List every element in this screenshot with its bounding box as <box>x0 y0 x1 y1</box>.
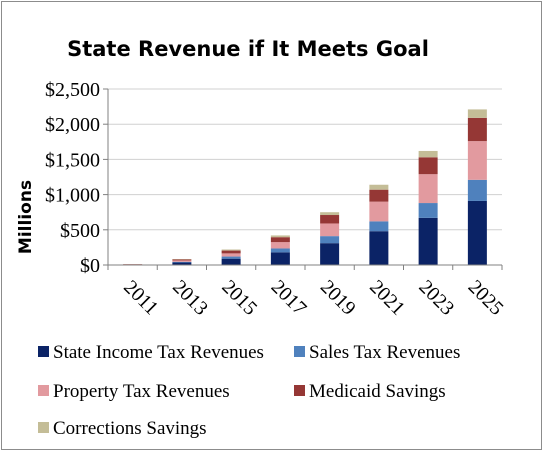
x-tick-label: 2013 <box>168 276 212 320</box>
y-tick-label: $1,500 <box>45 149 100 171</box>
x-tick-label: 2019 <box>316 276 360 320</box>
bar-segment <box>320 215 340 224</box>
legend-swatch <box>38 346 49 357</box>
bar-segment <box>369 231 389 265</box>
bar-segment <box>270 235 290 238</box>
y-tick-label: $500 <box>60 220 100 242</box>
bar-segment <box>221 250 241 254</box>
bar-segment <box>320 223 340 237</box>
x-tick-label: 2017 <box>267 276 311 320</box>
x-tick-label: 2023 <box>414 276 458 320</box>
x-tick-label: 2021 <box>365 276 409 320</box>
y-axis-label: Millions <box>16 180 36 254</box>
axes <box>107 89 502 266</box>
legend-label: Corrections Savings <box>53 418 207 439</box>
y-tick-label: $1,000 <box>45 185 100 207</box>
bar-segment <box>467 200 487 265</box>
bar-segment <box>467 117 487 142</box>
bar-segment <box>467 109 487 118</box>
bar-segment <box>221 256 241 259</box>
bar-segment <box>221 253 241 257</box>
bar-segment <box>270 248 290 253</box>
bar-segment <box>418 217 438 265</box>
bar-segment <box>221 258 241 265</box>
y-tick-label: $2,500 <box>45 79 100 101</box>
bar-segment <box>369 184 389 190</box>
chart-title: State Revenue if It Meets Goal <box>67 37 429 61</box>
legend-label: State Income Tax Revenues <box>53 342 264 363</box>
legend-swatch <box>294 346 305 357</box>
bar-segment <box>172 261 192 263</box>
bar-segment <box>221 249 241 251</box>
y-tick-label: $2,000 <box>45 114 100 136</box>
legend-label: Sales Tax Revenues <box>309 342 460 363</box>
bar-segment <box>369 189 389 202</box>
bar-segment <box>467 179 487 201</box>
bars <box>123 109 487 265</box>
y-tick-label: $0 <box>80 255 100 277</box>
bar-segment <box>172 260 192 262</box>
x-tick-label: 2011 <box>119 276 162 319</box>
bar-segment <box>320 212 340 216</box>
bar-segment <box>320 236 340 244</box>
legend-label: Property Tax Revenues <box>53 381 230 402</box>
x-tick-label: 2025 <box>464 276 508 320</box>
bar-segment <box>418 174 438 204</box>
legend-swatch <box>38 422 49 433</box>
y-axis-ticks: $0 $500 $1,000 $1,500 $2,000 $2,500 <box>45 79 108 277</box>
x-axis-ticks: 2011 2013 2015 2017 2019 2021 2023 2025 <box>107 265 508 320</box>
legend: State Income Tax Revenues Sales Tax Reven… <box>38 342 460 439</box>
bar-segment <box>172 259 192 261</box>
bar-segment <box>172 262 192 265</box>
legend-swatch <box>294 385 305 396</box>
bar-segment <box>369 201 389 222</box>
gridlines <box>108 88 502 231</box>
bar-segment <box>418 203 438 218</box>
bar-segment <box>369 221 389 232</box>
bar-segment <box>467 141 487 180</box>
bar-segment <box>270 237 290 243</box>
x-tick-label: 2015 <box>217 276 261 320</box>
bar-segment <box>270 242 290 249</box>
bar-segment <box>418 157 438 175</box>
bar-segment <box>320 243 340 265</box>
bar-segment <box>418 150 438 158</box>
legend-swatch <box>38 385 49 396</box>
legend-label: Medicaid Savings <box>309 381 446 402</box>
bar-segment <box>270 252 290 265</box>
